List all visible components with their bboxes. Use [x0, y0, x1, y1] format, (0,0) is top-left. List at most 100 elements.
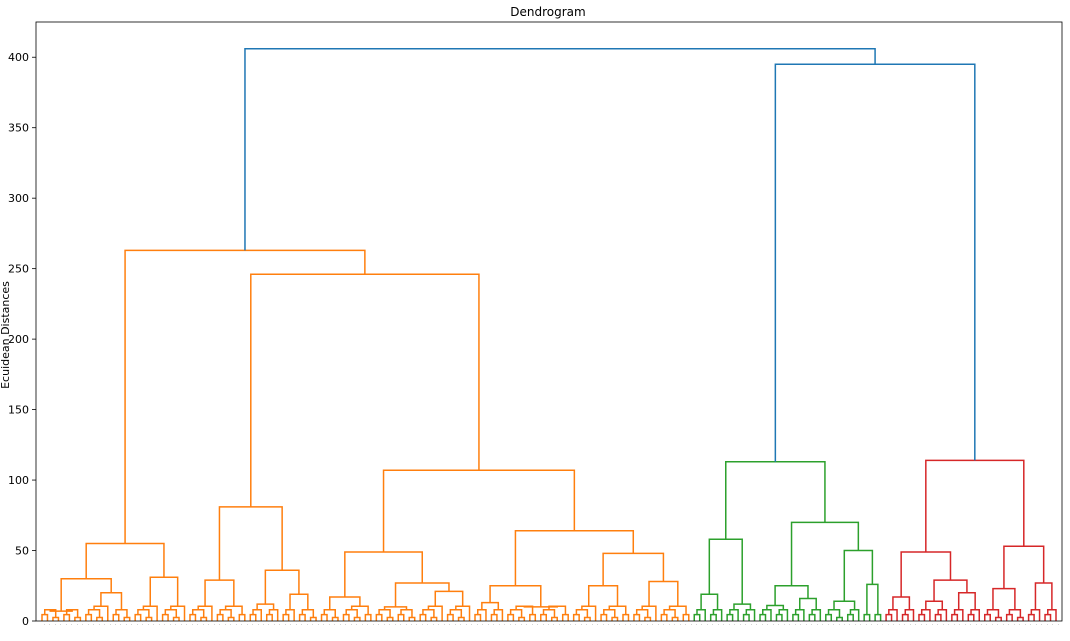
leaf-label: · — [628, 624, 632, 625]
dendrogram-link — [762, 608, 772, 621]
leaf-label: · — [289, 624, 293, 625]
dendrogram-link — [227, 616, 235, 621]
leaf-label: · — [864, 624, 868, 625]
dendrogram-link — [967, 613, 975, 621]
dendrogram-link — [775, 613, 783, 621]
y-tick-label: 300 — [8, 192, 29, 205]
dendrogram-link — [833, 600, 856, 610]
dendrogram-link — [575, 608, 589, 618]
leaf-label: · — [672, 624, 676, 625]
leaf-label: · — [300, 624, 304, 625]
leaf-label: · — [311, 624, 315, 625]
dendrogram-link — [951, 613, 959, 621]
dendrogram-link — [745, 608, 756, 621]
leaf-label: · — [206, 624, 210, 625]
dendrogram-link — [344, 551, 423, 598]
dendrogram-link — [364, 613, 372, 621]
dendrogram-link — [161, 613, 169, 621]
dendrogram-link — [218, 506, 283, 581]
leaf-label: · — [541, 624, 545, 625]
y-tick-label: 50 — [15, 545, 29, 558]
dendrogram-link — [587, 585, 619, 607]
dendrogram-link — [957, 592, 976, 610]
leaf-label: · — [930, 624, 934, 625]
dendrogram-link — [96, 616, 104, 621]
leaf-label: · — [513, 624, 517, 625]
leaf-label: · — [141, 624, 145, 625]
leaf-label: · — [875, 624, 879, 625]
dendrogram-link — [874, 613, 882, 621]
leaf-label: · — [886, 624, 890, 625]
dendrogram-link — [329, 596, 361, 610]
leaf-label: · — [97, 624, 101, 625]
leaf-label: · — [990, 624, 994, 625]
leaf-label: · — [596, 624, 600, 625]
leaf-label: · — [387, 624, 391, 625]
dendrogram-link — [933, 579, 968, 602]
leaf-label: · — [793, 624, 797, 625]
dendrogram-link — [970, 608, 981, 621]
dendrogram-link — [790, 521, 860, 586]
leaf-label: · — [694, 624, 698, 625]
leaf-label: · — [119, 624, 123, 625]
leaf-label: · — [398, 624, 402, 625]
dendrogram-link — [622, 613, 630, 621]
leaf-label: · — [935, 624, 939, 625]
leaf-label: · — [448, 624, 452, 625]
y-tick-label: 100 — [8, 474, 29, 487]
leaf-label: · — [217, 624, 221, 625]
leaf-label: · — [837, 624, 841, 625]
leaf-label: · — [908, 624, 912, 625]
dendrogram-link — [507, 613, 515, 621]
leaf-label: · — [716, 624, 720, 625]
leaf-label: · — [294, 624, 298, 625]
leaf-label: · — [678, 624, 682, 625]
leaf-label: · — [946, 624, 950, 625]
leaf-label: · — [420, 624, 424, 625]
dendrogram-link — [611, 616, 619, 621]
dendrogram-link — [216, 613, 224, 621]
leaf-label: · — [979, 624, 983, 625]
dendrogram-link — [904, 608, 915, 621]
dendrogram-link — [774, 585, 809, 606]
axes: 0 50 100 150 200 250 300 350 400 — [8, 21, 1063, 628]
dendrogram-link — [238, 613, 246, 621]
dendrogram-link — [1034, 582, 1053, 610]
leaf-label: · — [563, 624, 567, 625]
leaf-label: · — [683, 624, 687, 625]
dendrogram-link — [1027, 613, 1035, 621]
leaf-label: · — [968, 624, 972, 625]
leaf-label: · — [870, 624, 874, 625]
leaf-label: · — [897, 624, 901, 625]
leaf-label: · — [415, 624, 419, 625]
dendrogram-link — [603, 608, 616, 618]
leaf-label: · — [113, 624, 117, 625]
leaf-label: · — [700, 624, 704, 625]
leaf-label: · — [1051, 624, 1055, 625]
dendrogram-link — [320, 613, 328, 621]
dendrogram-link — [600, 613, 608, 621]
y-tick-label: 250 — [8, 263, 29, 276]
leaf-label: · — [486, 624, 490, 625]
dendrogram-link — [408, 616, 416, 621]
leaf-label: · — [996, 624, 1000, 625]
dendrogram-link — [219, 608, 232, 618]
dendrogram-link — [112, 613, 120, 621]
leaf-label: · — [782, 624, 786, 625]
leaf-label: · — [382, 624, 386, 625]
leaf-label: · — [332, 624, 336, 625]
y-tick-label: 400 — [8, 51, 29, 64]
leaf-label: · — [365, 624, 369, 625]
dendrogram-link — [792, 613, 800, 621]
leaf-label: · — [343, 624, 347, 625]
leaf-label: · — [267, 624, 271, 625]
dendrogram-link — [733, 603, 752, 610]
dendrogram-link — [794, 608, 805, 621]
leaf-label: · — [228, 624, 232, 625]
y-tick-label: 350 — [8, 122, 29, 135]
leaf-label: · — [250, 624, 254, 625]
dendrogram-link — [561, 613, 569, 621]
leaf-label: · — [853, 624, 857, 625]
leaf-label: · — [212, 624, 216, 625]
